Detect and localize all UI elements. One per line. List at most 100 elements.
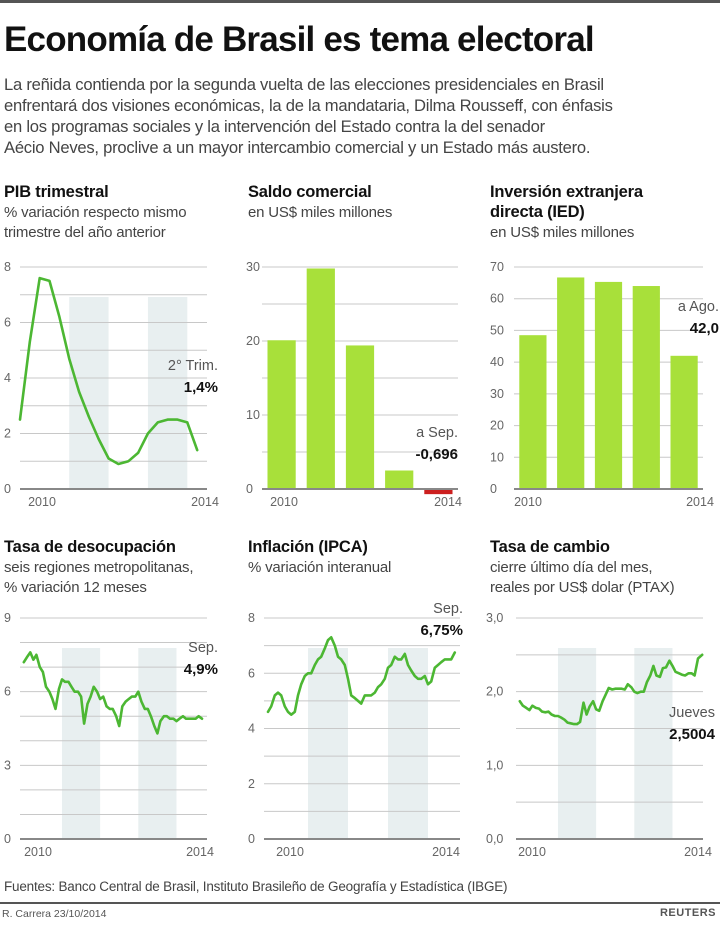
- annotation-label: 2° Trim.: [168, 358, 218, 374]
- bar: [632, 286, 660, 489]
- y-tick-label: 0: [248, 832, 255, 846]
- y-tick-label: 70: [490, 260, 504, 274]
- y-tick-label: 20: [246, 334, 260, 348]
- x-tick-label: 2014: [684, 845, 712, 859]
- y-tick-label: 40: [490, 355, 504, 369]
- shaded-year-band: [634, 648, 673, 839]
- top-rule: [0, 0, 720, 3]
- chart-subtitle-desocupacion: seis regiones metropolitanas,: [4, 559, 194, 576]
- y-tick-label: 50: [490, 323, 504, 337]
- series-line: [266, 635, 457, 717]
- chart-subtitle-pib: % variación respecto mismo: [4, 204, 187, 221]
- shaded-year-band: [61, 648, 101, 839]
- y-tick-label: 8: [4, 260, 11, 274]
- chart-title-saldo: Saldo comercial: [248, 183, 372, 201]
- y-tick-label: 10: [246, 408, 260, 422]
- annotation-label: a Sep.: [416, 425, 458, 441]
- annotation-value: -0,696: [415, 446, 458, 463]
- annotation-value: 6,75%: [420, 622, 463, 639]
- y-tick-label: 0: [4, 482, 11, 496]
- x-tick-label: 2014: [686, 495, 714, 509]
- intro-line: Aécio Neves, proclive a un mayor interca…: [4, 138, 591, 157]
- y-tick-label: 8: [248, 611, 255, 625]
- y-tick-label: 4: [248, 722, 255, 736]
- x-tick-label: 2010: [518, 845, 546, 859]
- x-tick-label: 2014: [191, 495, 219, 509]
- annotation-value: 42,0: [690, 320, 719, 337]
- intro-line: La reñida contienda por la segunda vuelt…: [4, 75, 604, 94]
- bar: [267, 340, 296, 489]
- bar: [385, 470, 414, 489]
- y-tick-label: 20: [490, 419, 504, 433]
- chart-subtitle-inflacion: % variación interanual: [248, 559, 392, 576]
- y-tick-label: 2: [248, 777, 255, 791]
- shaded-year-band: [147, 297, 188, 489]
- shaded-year-band: [69, 297, 109, 489]
- bar: [594, 281, 623, 489]
- bar: [557, 277, 585, 489]
- x-tick-label: 2014: [186, 845, 214, 859]
- y-tick-label: 6: [4, 316, 11, 330]
- bar: [519, 335, 547, 489]
- intro-line: enfrentará dos visiones económicas, la d…: [4, 96, 613, 115]
- y-tick-label: 30: [490, 387, 504, 401]
- y-tick-label: 60: [490, 292, 504, 306]
- chart-subtitle-desocupacion: % variación 12 meses: [4, 579, 147, 596]
- annotation-label: Sep.: [433, 601, 463, 617]
- shaded-year-band: [308, 648, 348, 839]
- y-tick-label: 0: [4, 832, 11, 846]
- annotation-value: 2,5004: [669, 726, 716, 743]
- chart-subtitle-pib: trimestre del año anterior: [4, 224, 166, 241]
- series-line: [22, 651, 204, 735]
- y-tick-label: 0: [246, 482, 253, 496]
- sources-note: Fuentes: Banco Central de Brasil, Instit…: [4, 879, 508, 894]
- x-tick-label: 2010: [514, 495, 542, 509]
- chart-subtitle-saldo: en US$ miles millones: [248, 204, 393, 221]
- y-tick-label: 3,0: [486, 611, 503, 625]
- y-tick-label: 9: [4, 611, 11, 625]
- annotation-label: Jueves: [669, 705, 715, 721]
- intro-line: en los programas sociales y la intervenc…: [4, 117, 545, 136]
- annotation-value: 4,9%: [184, 661, 218, 678]
- intro-paragraph: La reñida contienda por la segunda vuelt…: [4, 74, 718, 158]
- bar: [345, 345, 375, 489]
- x-tick-label: 2010: [28, 495, 56, 509]
- bottom-rule: [0, 902, 720, 904]
- series-line: [518, 653, 704, 726]
- byline: R. Carrera 23/10/2014: [2, 908, 107, 920]
- chart-title-desocupacion: Tasa de desocupación: [4, 538, 176, 556]
- y-tick-label: 1,0: [486, 758, 503, 772]
- y-tick-label: 6: [4, 685, 11, 699]
- y-tick-label: 6: [248, 666, 255, 680]
- x-tick-label: 2010: [24, 845, 52, 859]
- y-tick-label: 2,0: [486, 685, 503, 699]
- annotation-label: a Ago.: [678, 299, 719, 315]
- chart-subtitle-cambio: reales por US$ dolar (PTAX): [490, 579, 675, 596]
- chart-subtitle-cambio: cierre último día del mes,: [490, 559, 653, 576]
- bar: [306, 268, 335, 489]
- chart-title-pib: PIB trimestral: [4, 183, 109, 201]
- y-tick-label: 0,0: [486, 832, 503, 846]
- bar-negative: [424, 489, 453, 495]
- x-tick-label: 2014: [434, 495, 462, 509]
- y-tick-label: 0: [490, 482, 497, 496]
- chart-subtitle-ied: en US$ miles millones: [490, 224, 635, 241]
- chart-title-ied: directa (IED): [490, 203, 585, 221]
- chart-title-inflacion: Inflación (IPCA): [248, 538, 368, 556]
- annotation-label: Sep.: [188, 640, 218, 656]
- chart-title-cambio: Tasa de cambio: [490, 538, 610, 556]
- y-tick-label: 3: [4, 758, 11, 772]
- page-title: Economía de Brasil es tema electoral: [4, 20, 595, 59]
- y-tick-label: 10: [490, 450, 504, 464]
- shaded-year-band: [557, 648, 597, 839]
- x-tick-label: 2010: [270, 495, 298, 509]
- chart-title-ied: Inversión extranjera: [490, 183, 643, 201]
- y-tick-label: 4: [4, 371, 11, 385]
- shaded-year-band: [138, 648, 177, 839]
- x-tick-label: 2014: [432, 845, 460, 859]
- bar: [670, 355, 698, 489]
- annotation-value: 1,4%: [184, 379, 218, 396]
- y-tick-label: 30: [246, 260, 260, 274]
- series-line: [18, 276, 199, 466]
